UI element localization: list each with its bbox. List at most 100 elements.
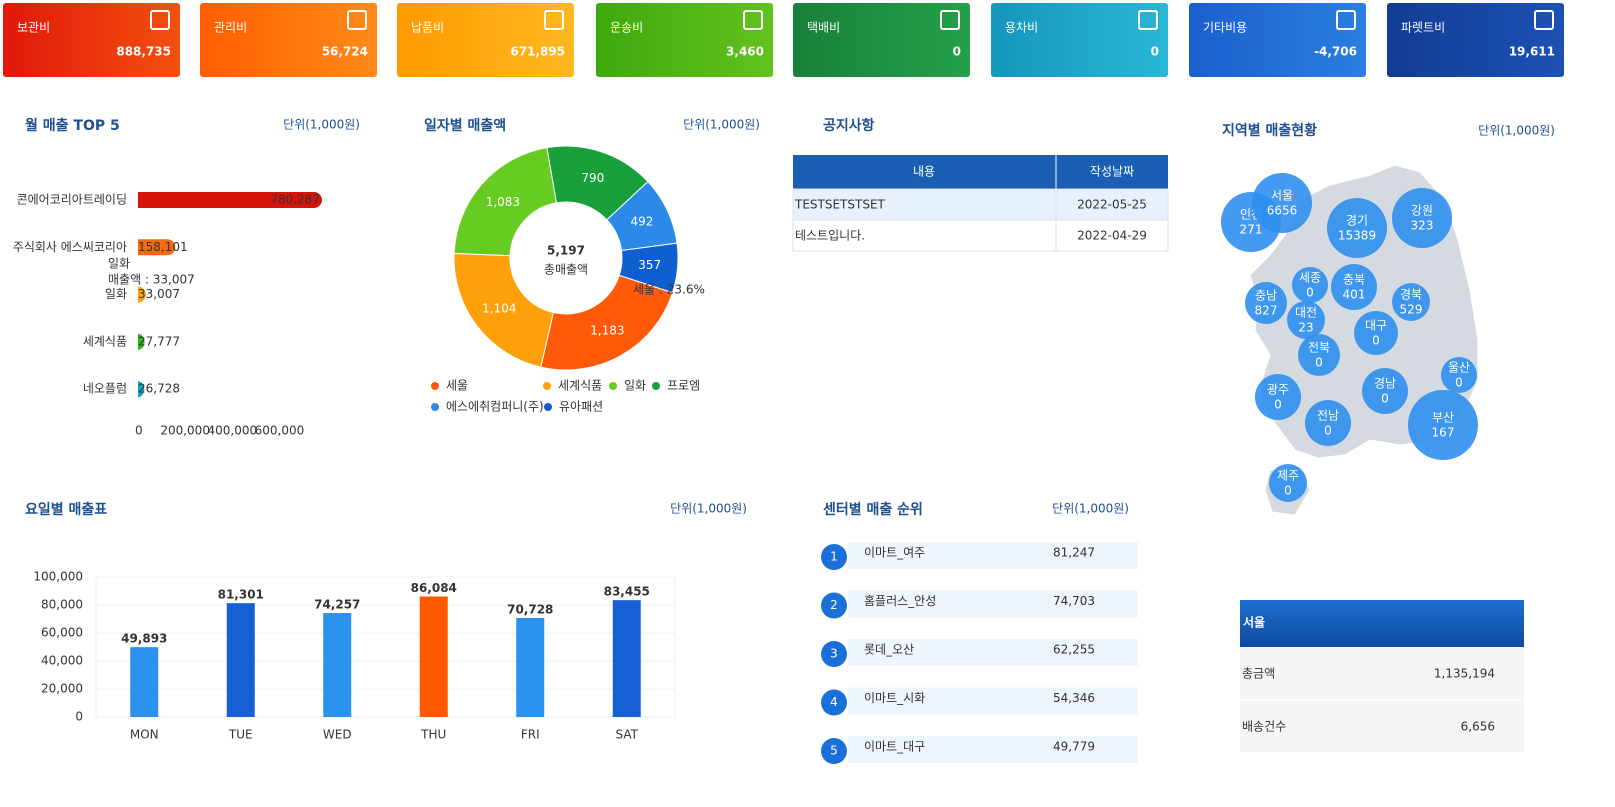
center-value: 5,197 [547, 244, 585, 258]
card-value: 0 [953, 45, 961, 59]
region-bubble [1327, 198, 1387, 258]
bar [323, 613, 352, 717]
rank-number: 3 [830, 647, 838, 661]
slice-label: 492 [630, 215, 653, 229]
notice-date: 2022-04-29 [1077, 229, 1147, 243]
category-label: 네오플럼 [83, 382, 127, 396]
card-value: 0 [1151, 45, 1159, 59]
notice-content: TESTSETSTSET [794, 198, 886, 212]
card-label: 기타비용 [1203, 21, 1247, 35]
x-tick-label: WED [323, 728, 352, 742]
region-name: 대구 [1365, 319, 1387, 333]
region-value: 23 [1298, 321, 1313, 335]
bar [138, 286, 146, 303]
header-cell: 내용 [913, 165, 935, 179]
region-value: 827 [1255, 304, 1278, 318]
legend-label: 세울 [446, 379, 468, 393]
table-header [793, 155, 1168, 189]
section-title: 요일별 매출표 [25, 501, 107, 518]
detail-value: 1,135,194 [1434, 667, 1495, 681]
category-label: 세계식품 [83, 334, 127, 348]
center-value: 49,779 [1053, 740, 1095, 754]
bar [419, 596, 448, 717]
x-tick-label: TUE [228, 728, 253, 742]
slice-label: 357 [638, 258, 661, 272]
bar [138, 239, 176, 256]
card-label: 용차비 [1005, 21, 1038, 35]
region-value: 0 [1274, 398, 1282, 412]
region-bubble [1292, 267, 1328, 303]
value-label: 780,287 [270, 193, 320, 207]
legend-marker [544, 403, 552, 411]
legend-marker [609, 382, 617, 390]
rank-row [848, 590, 1138, 618]
slice-label: 1,104 [482, 301, 516, 315]
region-value: 0 [1455, 376, 1463, 390]
unit-label: 단위(1,000원) [670, 502, 747, 516]
center-value: 54,346 [1053, 691, 1095, 705]
notice-date: 2022-05-25 [1077, 198, 1147, 212]
region-bubble [1269, 464, 1307, 502]
region-bubble [1392, 188, 1452, 248]
x-tick-label: 600,000 [255, 424, 305, 438]
cost-card [1387, 3, 1564, 77]
region-value: 15389 [1338, 229, 1376, 243]
x-tick-label: FRI [521, 728, 540, 742]
rank-number: 1 [830, 550, 838, 564]
detail-header [1240, 600, 1524, 647]
cost-card [991, 3, 1168, 77]
y-tick-label: 0 [75, 710, 83, 724]
card-label: 파렛트비 [1401, 21, 1445, 35]
hover-label: 세울 : 23.6% [633, 283, 705, 297]
cost-card [3, 3, 180, 77]
rank-row [848, 687, 1138, 715]
plot-frame [95, 576, 676, 718]
unit-label: 단위(1,000원) [1052, 502, 1129, 516]
donut-slice [453, 147, 558, 257]
center-name: 롯데_오산 [864, 643, 914, 657]
rank-row [848, 736, 1138, 763]
section-title: 일자별 매출액 [424, 117, 506, 134]
rank-badge [821, 592, 847, 619]
bar [226, 603, 255, 717]
region-bubble [1252, 173, 1312, 233]
region-bubble [1305, 400, 1351, 446]
legend-label: 에스에취컴퍼니(주) [446, 400, 544, 414]
value-label: 26,728 [138, 382, 180, 396]
bar [138, 192, 322, 208]
card-icon [743, 10, 763, 30]
x-tick-label: SAT [616, 728, 639, 742]
value-label: 158,101 [138, 240, 188, 254]
region-value: 6656 [1267, 204, 1298, 218]
region-bubble [1441, 357, 1477, 393]
region-bubble [1354, 311, 1398, 355]
card-icon [1534, 10, 1554, 30]
card-label: 관리비 [214, 21, 247, 35]
x-tick-label: THU [420, 728, 446, 742]
y-tick-label: 80,000 [41, 598, 83, 612]
region-bubble [1392, 283, 1430, 321]
card-icon [940, 10, 960, 30]
center-value: 62,255 [1053, 643, 1095, 657]
tooltip-text: 매출액 : 33,007 [108, 273, 195, 287]
rank-badge [821, 689, 847, 716]
center-name: 이마트_여주 [864, 546, 925, 560]
card-label: 택배비 [807, 21, 840, 35]
card-value: 19,611 [1509, 45, 1555, 59]
value-label: 81,301 [218, 588, 264, 602]
region-value: 529 [1400, 303, 1423, 317]
bar [138, 381, 145, 398]
slice-label: 1,183 [590, 324, 624, 338]
card-label: 운송비 [610, 21, 643, 35]
rank-badge [821, 738, 847, 764]
y-tick-label: 100,000 [33, 570, 83, 584]
detail-row [1240, 700, 1524, 752]
category-label: 주식회사 에스씨코리아 [13, 240, 127, 254]
legend-label: 프로엠 [667, 379, 700, 393]
card-icon [347, 10, 367, 30]
cost-card [397, 3, 574, 77]
cost-card [793, 3, 970, 77]
value-label: 86,084 [411, 581, 457, 595]
rank-number: 2 [830, 598, 838, 612]
detail-label: 총금액 [1242, 667, 1275, 681]
